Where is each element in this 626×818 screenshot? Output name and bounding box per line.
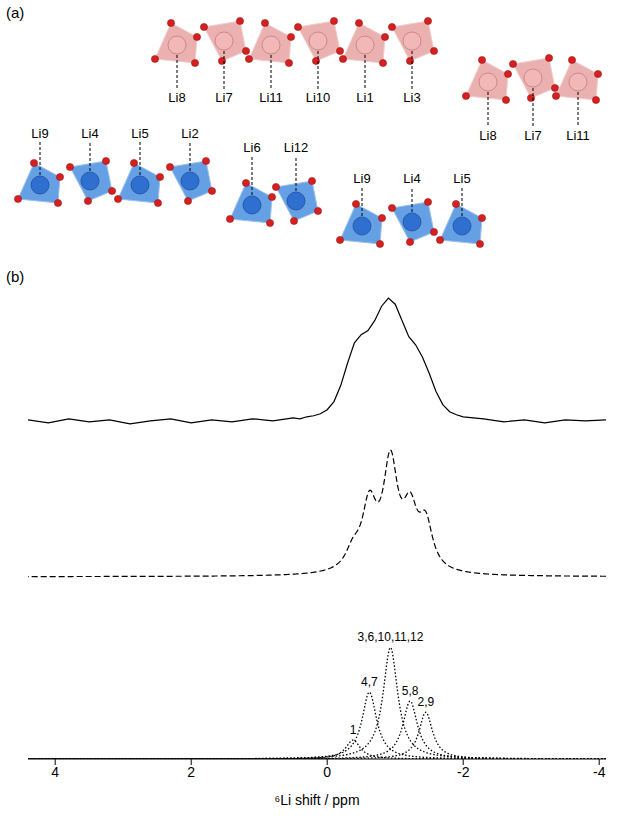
- svg-text:Li12: Li12: [284, 140, 309, 155]
- svg-text:(a): (a): [6, 4, 24, 21]
- svg-text:Li9: Li9: [353, 171, 370, 186]
- svg-text:Li8: Li8: [168, 90, 185, 105]
- svg-text:Li11: Li11: [259, 90, 283, 105]
- svg-text:3,6,10,11,12: 3,6,10,11,12: [358, 630, 424, 644]
- svg-text:Li5: Li5: [453, 171, 470, 186]
- html-text:(b): (b): [6, 268, 25, 285]
- svg-text:Li5: Li5: [131, 126, 148, 141]
- svg-text:⁶Li shift / ppm: ⁶Li shift / ppm: [274, 792, 359, 808]
- svg-text:Li10: Li10: [306, 90, 331, 105]
- svg-text:2,9: 2,9: [417, 695, 434, 709]
- svg-text:Li9: Li9: [31, 126, 48, 141]
- svg-text:-2: -2: [457, 764, 470, 780]
- svg-text:Li8: Li8: [479, 128, 496, 143]
- svg-text:5,8: 5,8: [402, 684, 419, 698]
- svg-text:Li11: Li11: [566, 128, 590, 143]
- svg-text:Li7: Li7: [215, 90, 232, 105]
- svg-text:2: 2: [187, 764, 195, 780]
- svg-text:Li2: Li2: [181, 126, 198, 141]
- svg-text:0: 0: [323, 764, 331, 780]
- svg-text:Li4: Li4: [81, 126, 98, 141]
- svg-text:-4: -4: [593, 764, 606, 780]
- svg-text:Li4: Li4: [403, 171, 420, 186]
- svg-text:1: 1: [350, 723, 357, 737]
- svg-text:Li7: Li7: [524, 128, 541, 143]
- svg-text:4,7: 4,7: [361, 675, 378, 689]
- svg-text:4: 4: [51, 764, 59, 780]
- svg-text:Li1: Li1: [356, 90, 373, 105]
- svg-text:Li3: Li3: [403, 90, 420, 105]
- svg-text:Li6: Li6: [243, 140, 260, 155]
